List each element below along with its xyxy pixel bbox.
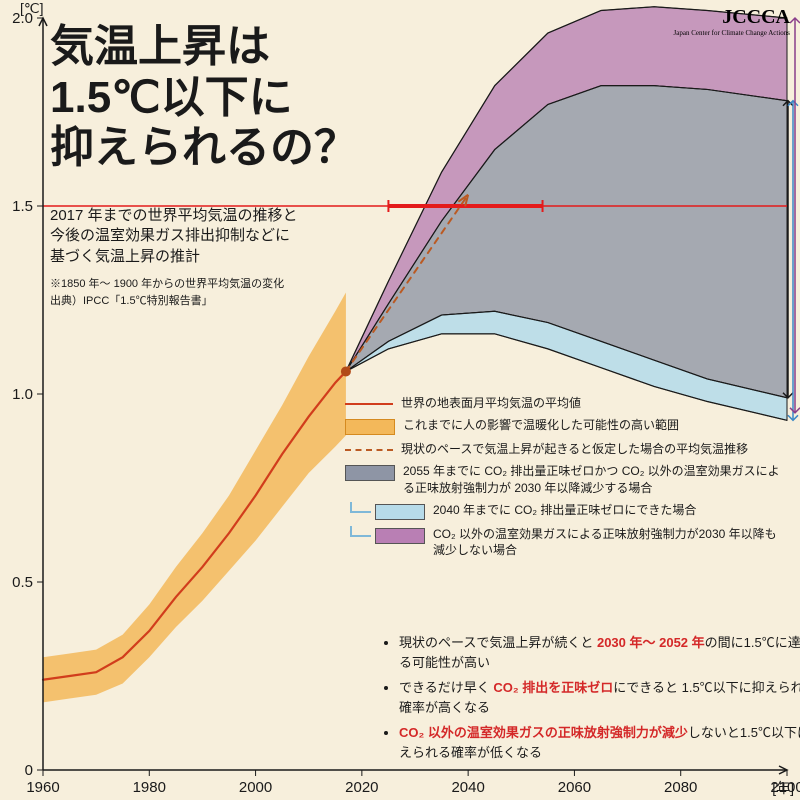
legend-row: これまでに人の影響で温暖化した可能性の高い範囲	[345, 417, 785, 435]
legend-swatch-icon	[375, 528, 425, 544]
svg-text:1960: 1960	[26, 779, 59, 796]
legend-connector-icon	[345, 526, 375, 527]
legend-swatch-icon	[375, 504, 425, 520]
x-unit-label: [年]	[772, 778, 794, 798]
legend-label: 現状のペースで気温上昇が起きると仮定した場合の平均気温推移	[401, 441, 785, 457]
svg-text:2040: 2040	[451, 779, 484, 796]
logo-main: JCCCA	[674, 6, 790, 29]
svg-text:0.5: 0.5	[12, 574, 33, 591]
svg-text:0: 0	[25, 762, 33, 779]
logo-sub: Japan Center for Climate Change Actions	[674, 29, 790, 37]
svg-text:2000: 2000	[239, 779, 272, 796]
bullet-item: CO₂ 以外の温室効果ガスの正味放射強制力が減少しないと1.5℃以下に抑えられる…	[399, 723, 800, 762]
svg-text:1.5: 1.5	[12, 198, 33, 215]
legend-row: CO₂ 以外の温室効果ガスによる正味放射強制力が2030 年以降も減少しない場合	[345, 526, 785, 558]
legend-connector-icon	[345, 502, 375, 503]
subhead: 2017 年までの世界平均気温の推移と 今後の温室効果ガス排出抑制などに 基づく…	[50, 206, 298, 267]
svg-text:2060: 2060	[558, 779, 591, 796]
headline: 気温上昇は 1.5℃以下に 抑えられるの？	[50, 22, 358, 174]
legend-row: 2040 年までに CO₂ 排出量正味ゼロにできた場合	[345, 502, 785, 520]
legend: 世界の地表面月平均気温の平均値これまでに人の影響で温暖化した可能性の高い範囲現状…	[345, 395, 785, 564]
legend-label: これまでに人の影響で温暖化した可能性の高い範囲	[403, 417, 785, 433]
bullet-item: 現状のペースで気温上昇が続くと 2030 年〜 2052 年の間に1.5℃に達す…	[399, 633, 800, 672]
jccca-logo: JCCCA Japan Center for Climate Change Ac…	[674, 6, 790, 37]
bullet-item: できるだけ早く CO₂ 排出を正味ゼロにできると 1.5℃以下に抑えられる確率が…	[399, 678, 800, 717]
legend-dashed-icon	[345, 449, 393, 451]
legend-line-icon	[345, 403, 393, 405]
y-unit-label: [℃]	[20, 0, 44, 17]
legend-swatch-icon	[345, 465, 395, 481]
legend-row: 2055 年までに CO₂ 排出量正味ゼロかつ CO₂ 以外の温室効果ガスによる…	[345, 463, 785, 495]
fine-note-2: 出典）IPCC「1.5℃特別報告書」	[50, 292, 213, 308]
legend-row: 現状のペースで気温上昇が起きると仮定した場合の平均気温推移	[345, 441, 785, 457]
legend-label: 2040 年までに CO₂ 排出量正味ゼロにできた場合	[433, 502, 785, 518]
fine-note-1: ※1850 年〜 1900 年からの世界平均気温の変化	[50, 275, 284, 291]
legend-swatch-icon	[345, 419, 395, 435]
svg-text:1980: 1980	[133, 779, 166, 796]
legend-label: CO₂ 以外の温室効果ガスによる正味放射強制力が2030 年以降も減少しない場合	[433, 526, 785, 558]
bullet-list: 現状のペースで気温上昇が続くと 2030 年〜 2052 年の間に1.5℃に達す…	[345, 633, 800, 768]
legend-row: 世界の地表面月平均気温の平均値	[345, 395, 785, 411]
svg-text:1.0: 1.0	[12, 386, 33, 403]
svg-text:2080: 2080	[664, 779, 697, 796]
svg-text:2020: 2020	[345, 779, 378, 796]
legend-label: 世界の地表面月平均気温の平均値	[401, 395, 785, 411]
legend-label: 2055 年までに CO₂ 排出量正味ゼロかつ CO₂ 以外の温室効果ガスによる…	[403, 463, 785, 495]
